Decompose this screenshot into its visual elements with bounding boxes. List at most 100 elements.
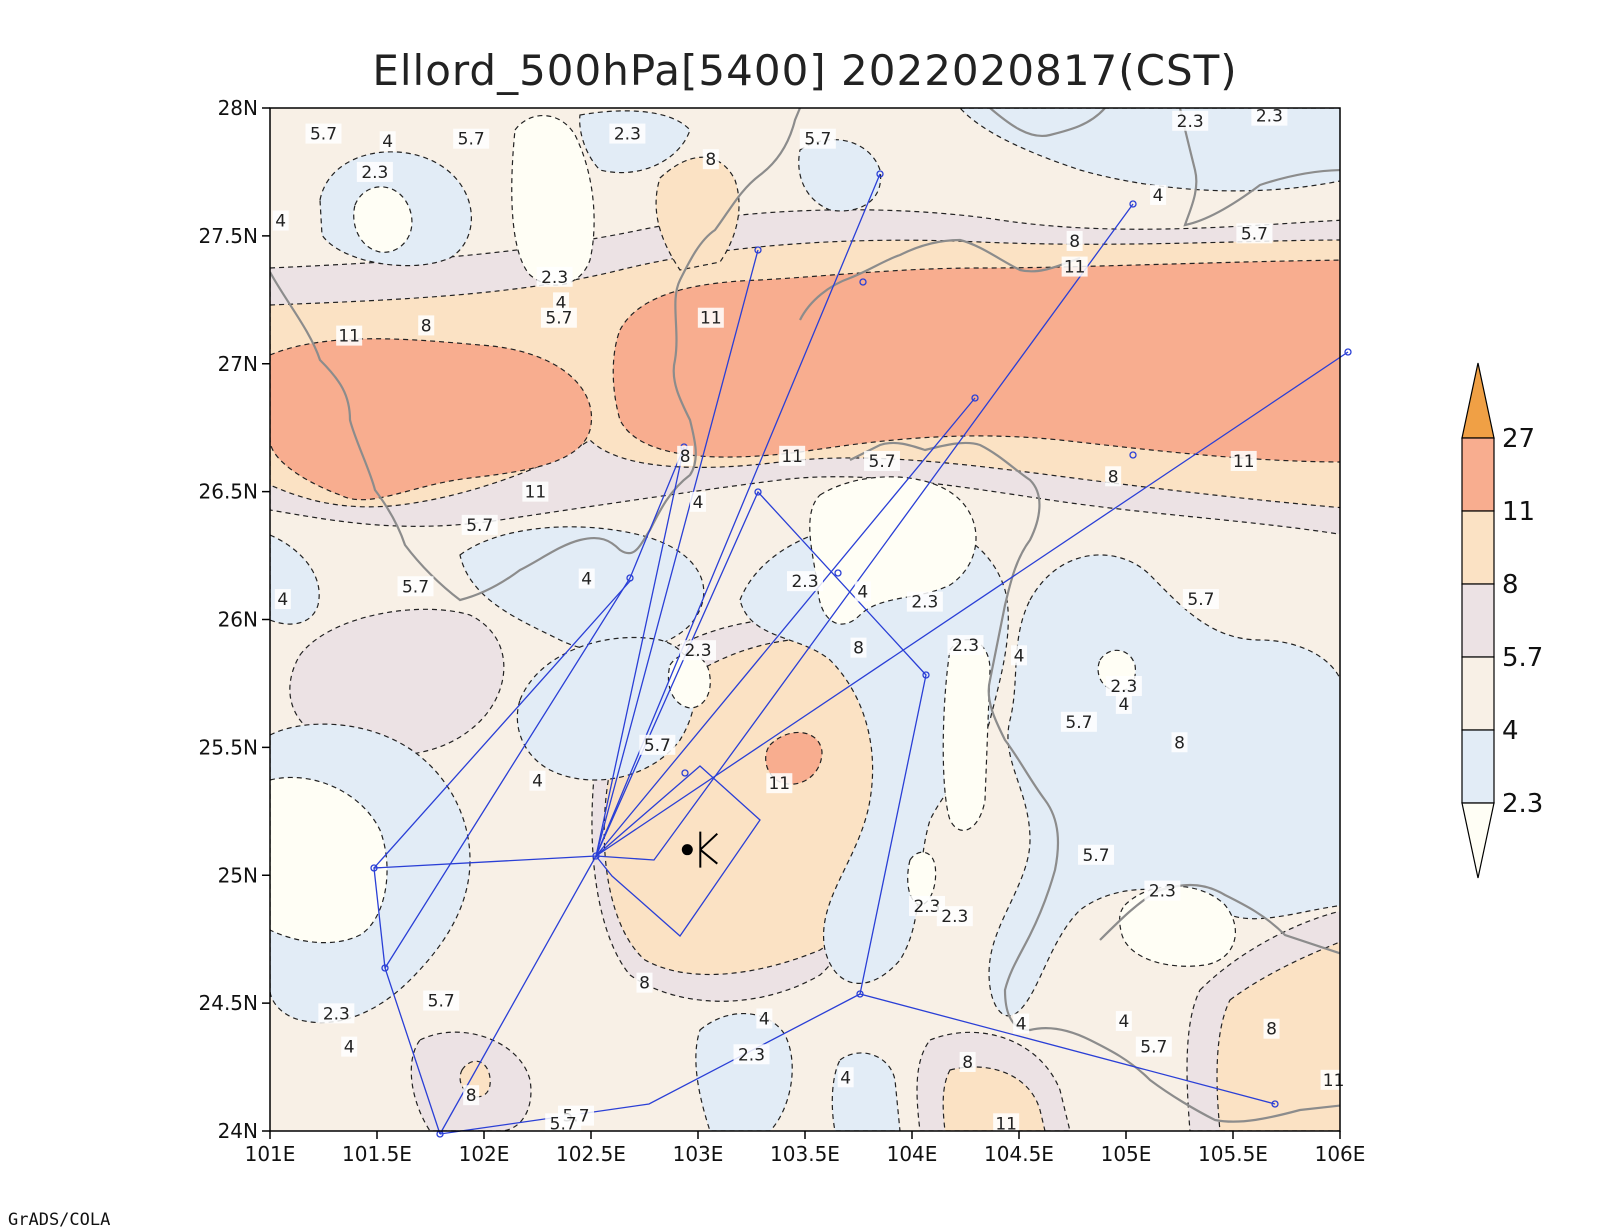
contour-label-text: 11 bbox=[995, 1114, 1017, 1134]
contour-label: 2.3 bbox=[1144, 880, 1181, 902]
contour-label-text: 4 bbox=[556, 293, 567, 313]
contour-label-text: 8 bbox=[705, 150, 716, 170]
contour-label-text: 4 bbox=[532, 772, 543, 792]
contour-label: 5.7 bbox=[1078, 844, 1115, 866]
contour-label-text: 8 bbox=[853, 639, 864, 659]
colorbar-legend: 27 11 8 5.7 4 2.3 bbox=[1461, 362, 1543, 879]
contour-label: 4 bbox=[379, 131, 396, 152]
x-tick-label: 103E bbox=[673, 1142, 724, 1166]
colorbar-segment bbox=[1461, 802, 1495, 879]
contour-label: 2.3 bbox=[787, 571, 823, 592]
map-field bbox=[270, 108, 1340, 1131]
y-tick-label: 26.5N bbox=[199, 480, 259, 504]
contour-label-text: 5.7 bbox=[466, 516, 493, 536]
contour-label-text: 2.3 bbox=[1110, 677, 1137, 697]
contour-label-text: 4 bbox=[1153, 186, 1164, 206]
contour-label: 11 bbox=[993, 1113, 1020, 1134]
contour-labels: 5.7 4 5.7 2.385.72.3 2.32.3445.78112.345.711… bbox=[272, 105, 1347, 1134]
x-axis: 101E 101.5E 102E 102.5E 103E 103.5E 104E 104.5E… bbox=[245, 1131, 1366, 1166]
contour-label-text: 4 bbox=[275, 212, 286, 232]
colorbar-segment bbox=[1461, 362, 1495, 439]
contour-label-text: 4 bbox=[857, 582, 868, 602]
contour-label: 5.7 bbox=[799, 128, 836, 150]
x-tick-label: 105E bbox=[1101, 1142, 1152, 1166]
contour-label-text: 2.3 bbox=[791, 572, 818, 592]
contour-label-text: 2.3 bbox=[738, 1045, 765, 1065]
contour-label-text: 8 bbox=[1174, 733, 1185, 753]
y-tick-label: 26N bbox=[218, 608, 258, 632]
y-tick-label: 24.5N bbox=[199, 991, 259, 1015]
contour-label-text: 11 bbox=[1064, 258, 1086, 278]
contour-label: 2.3 bbox=[356, 161, 393, 183]
contour-label-text: 5.7 bbox=[1241, 224, 1268, 244]
contour-label: 8 bbox=[677, 445, 694, 467]
contour-label-text: 8 bbox=[639, 974, 650, 994]
contour-label-text: 5.7 bbox=[1065, 713, 1092, 733]
contour-label: 11 bbox=[766, 773, 793, 794]
contour-label: 2.3 bbox=[733, 1044, 770, 1065]
contour-label-text: 4 bbox=[382, 132, 393, 152]
contour-label-text: 2.3 bbox=[1149, 882, 1176, 902]
colorbar-label: 8 bbox=[1502, 570, 1519, 600]
y-tick-label: 25.5N bbox=[199, 735, 259, 759]
contour-label-text: 5.7 bbox=[428, 992, 455, 1012]
contour-label-text: 5.7 bbox=[644, 736, 671, 756]
contour-label: 5.7 bbox=[1182, 589, 1219, 610]
colorbar-label: 4 bbox=[1502, 716, 1519, 746]
colorbar-label: 27 bbox=[1502, 424, 1535, 454]
contour-label: 8 bbox=[1105, 466, 1122, 487]
contour-label: 4 bbox=[529, 770, 546, 792]
contour-label: 4 bbox=[274, 589, 291, 610]
contour-label-text: 2.3 bbox=[614, 125, 641, 145]
contour-label-text: 2.3 bbox=[541, 268, 568, 288]
x-tick-label: 105.5E bbox=[1198, 1142, 1268, 1166]
contour-label: 4 bbox=[1150, 184, 1167, 206]
contour-label: 4 bbox=[837, 1067, 854, 1088]
contour-label: 5.7 bbox=[1135, 1036, 1172, 1058]
contour-label: 5.7 bbox=[453, 128, 490, 150]
footer-credit: GrADS/COLA bbox=[8, 1210, 111, 1230]
province-borders bbox=[270, 108, 1340, 1123]
contour-label-text: 11 bbox=[525, 483, 547, 503]
contour-label-text: 2.3 bbox=[1177, 112, 1204, 132]
colorbar-segment bbox=[1461, 656, 1495, 731]
y-axis: 24N 24.5N 25N 25.5N 26N 26.5N 27N 27.5N 28N bbox=[199, 96, 270, 1143]
contour-label: 8 bbox=[1066, 230, 1083, 252]
contour-label-text: 4 bbox=[693, 493, 704, 513]
contour-label-text: 2.3 bbox=[361, 163, 388, 183]
contour-label-text: 4 bbox=[1014, 646, 1025, 666]
contour-label-text: 4 bbox=[840, 1068, 851, 1088]
contour-label: 2.3 bbox=[947, 635, 984, 656]
contour-label: 11 bbox=[336, 325, 363, 347]
contour-label: 11 bbox=[1230, 450, 1257, 472]
contour-label: 5.7 bbox=[423, 990, 460, 1012]
colorbar-segment bbox=[1461, 510, 1495, 585]
contour-label: 2.3 bbox=[1172, 110, 1209, 132]
contour-label: 4 bbox=[854, 581, 871, 602]
contour-label-text: 2.3 bbox=[941, 907, 968, 927]
contour-label-text: 4 bbox=[1118, 695, 1129, 715]
contour-label-text: 8 bbox=[421, 316, 432, 336]
y-tick-label: 28N bbox=[218, 96, 258, 120]
contour-label: 11 bbox=[1061, 256, 1088, 278]
contour-label-text: 4 bbox=[1118, 1012, 1129, 1032]
contour-label: 4 bbox=[1013, 1013, 1030, 1035]
contour-label-text: 11 bbox=[768, 774, 790, 794]
contour-label-text: 4 bbox=[277, 590, 288, 610]
colorbar-segment bbox=[1461, 729, 1495, 804]
contour-label-text: 11 bbox=[338, 327, 360, 347]
x-tick-label: 106E bbox=[1315, 1142, 1366, 1166]
contour-label: 2.3 bbox=[908, 895, 945, 917]
contour-label: 2.3 bbox=[1251, 105, 1288, 127]
contour-label-text: 11 bbox=[700, 309, 722, 329]
contour-label: 8 bbox=[636, 972, 653, 994]
contour-label: 5.7 bbox=[1060, 711, 1097, 733]
contour-label-text: 5.7 bbox=[1083, 846, 1110, 866]
contour-label: 5.7 bbox=[639, 734, 676, 756]
contour-label-text: 2.3 bbox=[952, 636, 979, 656]
contour-label-text: 2.3 bbox=[911, 593, 938, 613]
contour-label-text: 5.7 bbox=[550, 1114, 577, 1134]
contour-label: 8 bbox=[702, 149, 719, 170]
contour-label: 2.3 bbox=[936, 906, 973, 927]
contour-label: 2.3 bbox=[1105, 675, 1142, 697]
